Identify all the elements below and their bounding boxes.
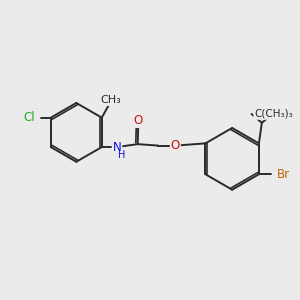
Text: Br: Br [277,168,290,181]
Text: O: O [171,139,180,152]
Text: O: O [134,114,143,127]
Text: H: H [118,150,126,160]
Text: Cl: Cl [24,111,35,124]
Text: N: N [113,141,122,154]
Text: CH₃: CH₃ [100,95,121,105]
Text: C(CH₃)₃: C(CH₃)₃ [254,109,293,119]
